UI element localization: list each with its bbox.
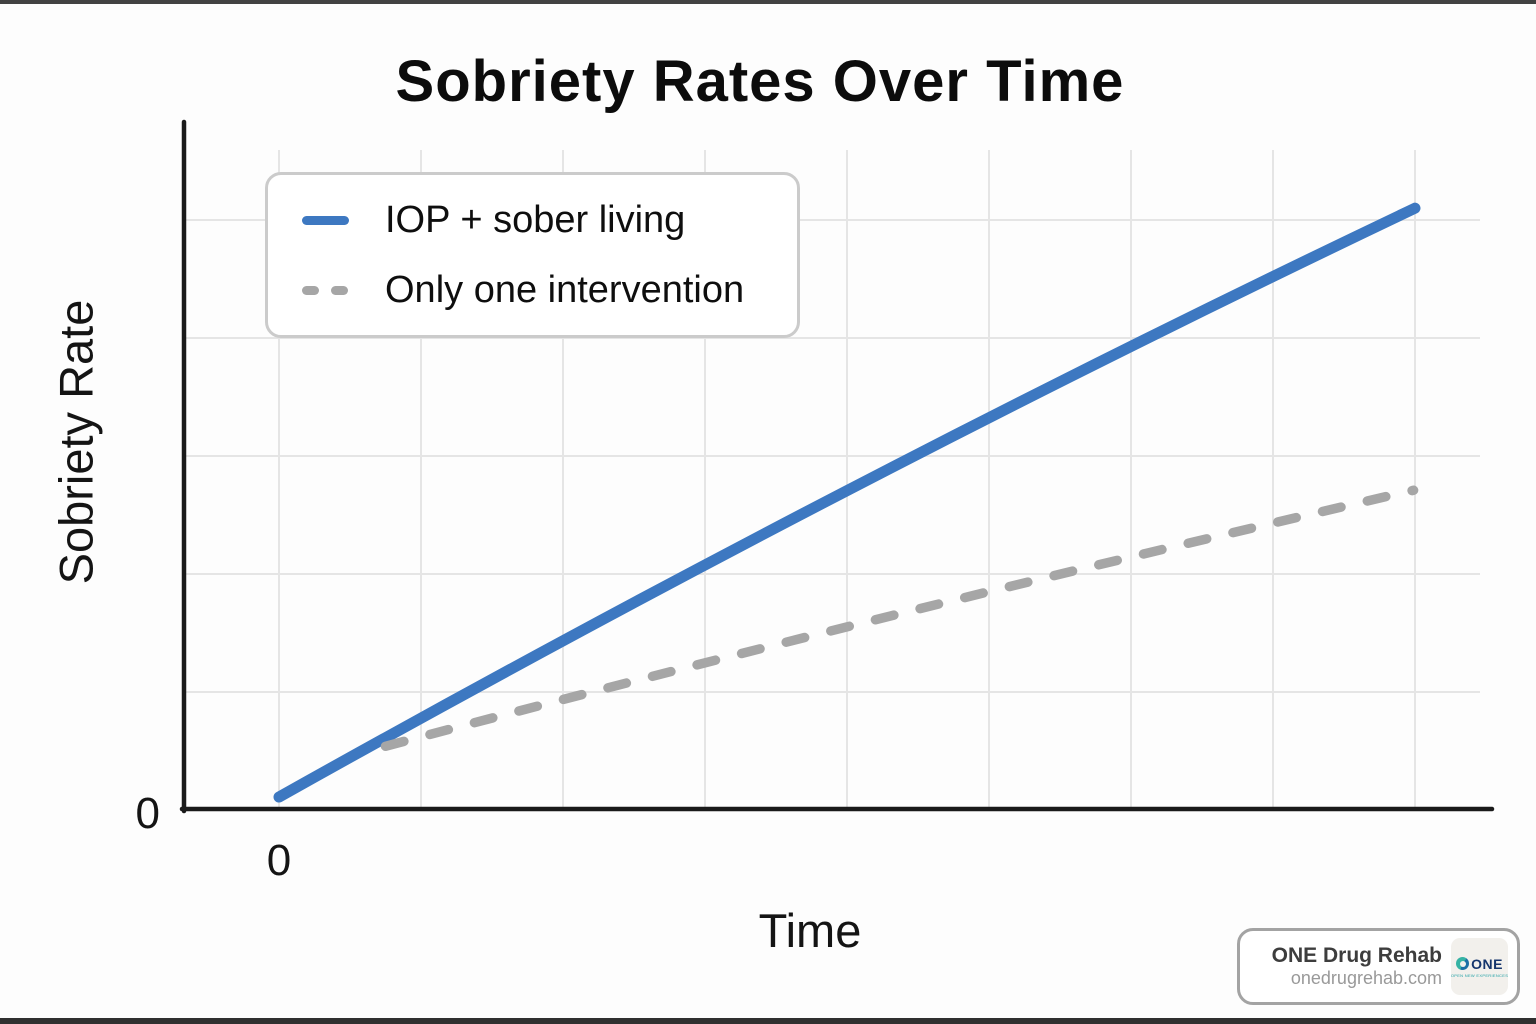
one-logo-icon: ONE OPEN NEW EXPERIENCES	[1451, 938, 1508, 995]
y-origin-tick-label: 0	[135, 789, 160, 838]
legend-label: IOP + sober living	[385, 198, 686, 241]
series-line-1	[380, 485, 1419, 752]
legend-label: Only one intervention	[385, 268, 745, 311]
gridlines	[185, 150, 1480, 808]
watermark-url: onedrugrehab.com	[1290, 968, 1442, 989]
chart-title: Sobriety Rates Over Time	[395, 49, 1125, 114]
legend-item-single: Only one intervention	[302, 268, 797, 311]
logo-tagline: OPEN NEW EXPERIENCES	[1450, 972, 1509, 978]
top-edge-strip	[0, 0, 1536, 4]
watermark-card: ONE Drug Rehab onedrugrehab.com ONE OPEN…	[1237, 928, 1520, 1005]
legend-item-iop: IOP + sober living	[302, 198, 797, 241]
logo-ring-icon	[1456, 957, 1470, 970]
bottom-edge-strip	[0, 1018, 1536, 1024]
watermark-title: ONE Drug Rehab	[1271, 944, 1442, 968]
logo-word: ONE	[1471, 955, 1503, 972]
solid-line-icon	[302, 215, 349, 225]
x-axis-label: Time	[758, 904, 862, 957]
watermark-text: ONE Drug Rehab onedrugrehab.com	[1272, 944, 1442, 989]
legend: IOP + sober living Only one intervention	[265, 172, 800, 338]
series-line-0	[273, 202, 1421, 803]
y-axis-label: Sobriety Rate	[49, 299, 103, 585]
x-origin-tick-label: 0	[266, 836, 292, 885]
dashed-line-icon	[302, 285, 349, 295]
series-lines	[273, 202, 1421, 803]
